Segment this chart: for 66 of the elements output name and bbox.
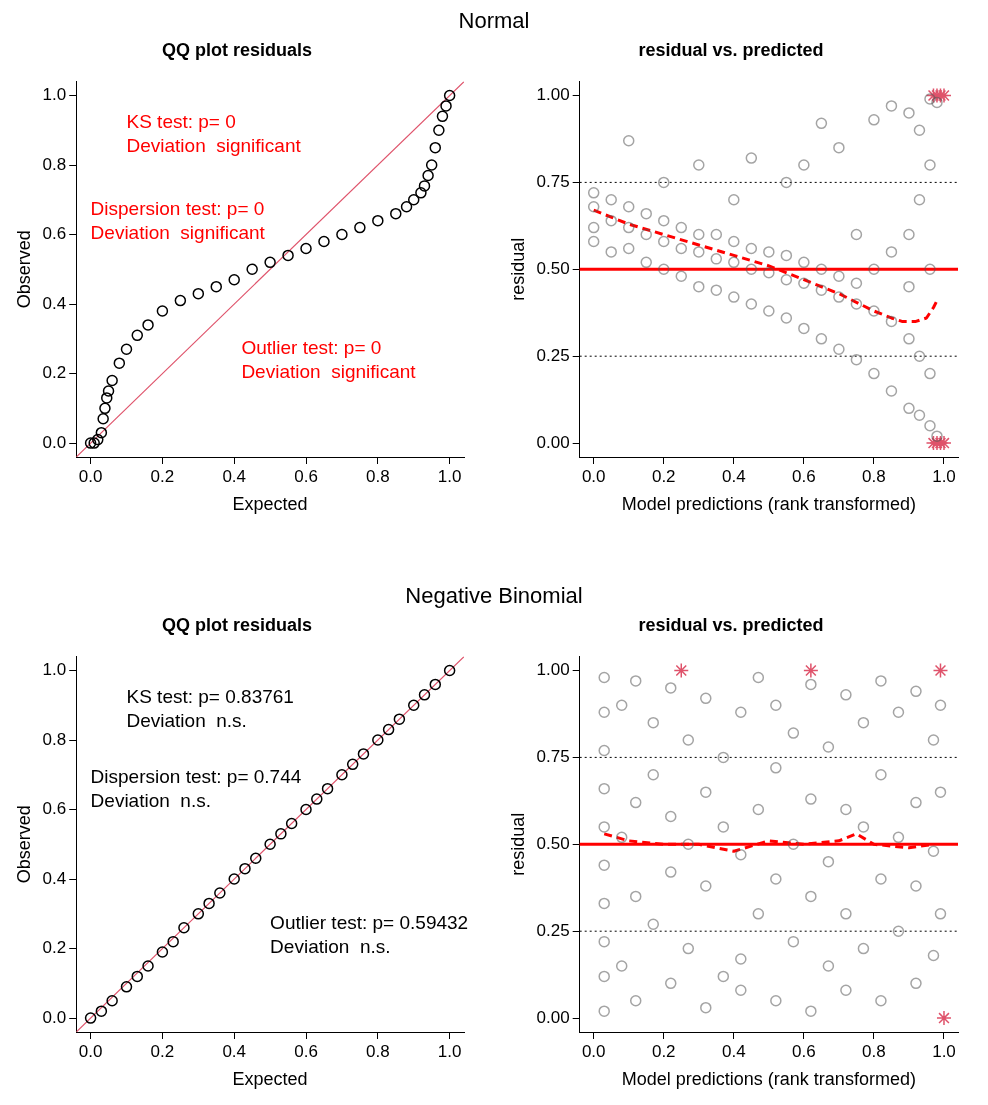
x-tick-label: 0.8 [366,1041,390,1061]
x-tick-label: 0.0 [78,466,103,486]
x-tick-label: 0.2 [150,1041,175,1061]
chart-subtitle: Negative Binomial [404,583,584,609]
x-tick-label: 0.2 [651,1041,676,1061]
x-tick-label: 1.0 [932,466,956,486]
x-axis-title: Model predictions (rank transformed) [621,1069,916,1090]
y-tick-label: 0.50 [536,833,570,853]
x-tick-label: 1.0 [437,1041,462,1061]
x-tick-label: 0.2 [150,466,175,486]
y-tick-label: 0.25 [536,345,570,365]
y-axis-title: residual [507,812,528,876]
annotation: Dispersion test: p= 0.744 Deviation n.s. [90,765,302,811]
x-tick-label: 0.8 [862,1041,886,1061]
x-axis-title: Expected [232,1069,308,1090]
x-tick-label: 0.2 [651,466,676,486]
y-tick-label: 1.0 [42,660,67,680]
annotation: Dispersion test: p= 0 Deviation significant [90,197,266,243]
chart-title: residual vs. predicted [638,614,824,635]
y-tick-label: 0.6 [42,799,67,819]
y-tick-label: 1.00 [536,660,570,680]
x-tick-label: 0.8 [862,466,886,486]
y-tick-label: 0.75 [536,747,570,767]
x-tick-label: 0.0 [78,1041,103,1061]
y-tick-label: 0.0 [42,1007,67,1027]
x-tick-label: 0.6 [792,1041,816,1061]
y-tick-label: 0.25 [536,920,570,940]
x-tick-label: 0.0 [581,1041,606,1061]
x-axis-title: Model predictions (rank transformed) [621,494,916,515]
y-tick-label: 0.6 [42,224,67,244]
y-tick-label: 1.0 [42,85,67,105]
annotation: Outlier test: p= 0.59432 Deviation n.s. [270,911,469,957]
x-tick-label: 1.0 [932,1041,956,1061]
annotation: KS test: p= 0.83761 Deviation n.s. [126,685,294,731]
y-tick-label: 0.8 [42,154,67,174]
y-tick-label: 0.4 [42,293,67,313]
y-tick-label: 0.50 [536,258,570,278]
y-axis-title: Observed [13,805,34,884]
chart-title: QQ plot residuals [161,614,313,635]
y-tick-label: 0.00 [536,432,570,452]
chart-title: residual vs. predicted [638,39,824,60]
chart-subtitle: Normal [457,8,531,34]
chart-title: QQ plot residuals [161,39,313,60]
y-tick-label: 0.00 [536,1007,570,1027]
y-tick-label: 1.00 [536,85,570,105]
x-tick-label: 0.6 [294,466,318,486]
y-tick-label: 0.2 [42,938,67,958]
x-tick-label: 0.0 [581,466,606,486]
y-axis-title: Observed [13,230,34,309]
y-tick-label: 0.4 [42,868,67,888]
x-tick-label: 0.4 [721,1041,746,1061]
x-tick-label: 0.4 [222,1041,247,1061]
x-tick-label: 1.0 [437,466,462,486]
y-tick-label: 0.75 [536,172,570,192]
x-axis-title: Expected [232,494,308,515]
y-axis-title: residual [507,237,528,301]
annotation: KS test: p= 0 Deviation significant [126,110,302,156]
x-tick-label: 0.6 [294,1041,318,1061]
x-tick-label: 0.8 [366,466,390,486]
y-tick-label: 0.2 [42,363,67,383]
annotation: Outlier test: p= 0 Deviation significant [241,336,417,382]
x-tick-label: 0.4 [222,466,247,486]
y-tick-label: 0.8 [42,729,67,749]
x-tick-label: 0.4 [721,466,746,486]
x-tick-label: 0.6 [792,466,816,486]
y-tick-label: 0.0 [42,432,67,452]
